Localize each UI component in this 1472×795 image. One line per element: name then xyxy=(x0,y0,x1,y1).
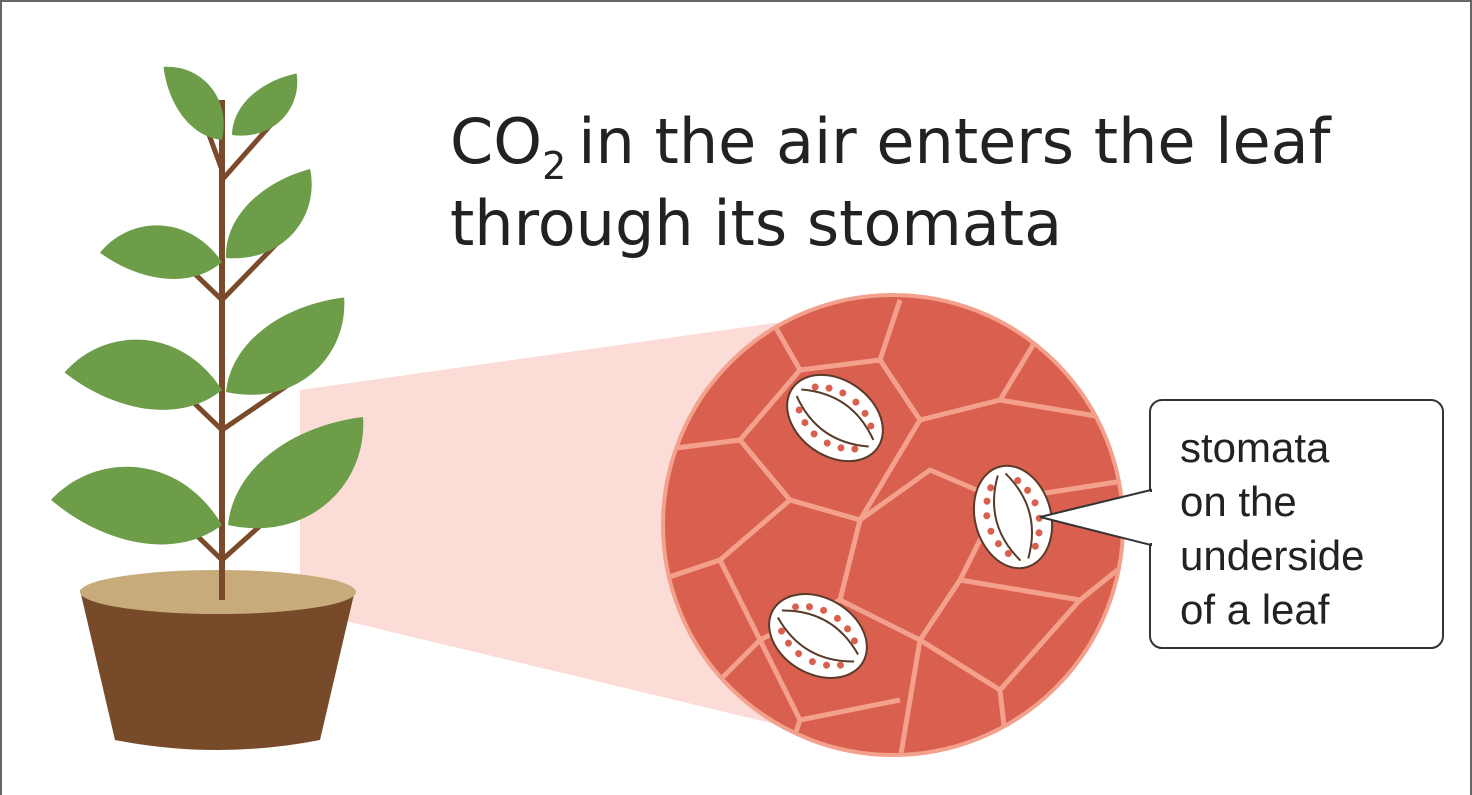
title-line: through its stomata xyxy=(450,187,1062,260)
callout-line: stomata xyxy=(1180,424,1330,471)
title-subscript: 2 xyxy=(542,144,566,188)
page: stomata on the underside of a leaf CO2 in… xyxy=(0,0,1472,795)
title-line: CO2 in the air enters the leaf xyxy=(450,105,1333,188)
title-text: in the air enters the leaf xyxy=(578,105,1332,178)
callout-line: on the xyxy=(1180,478,1297,525)
diagram: stomata on the underside of a leaf CO2 in… xyxy=(0,0,1472,795)
callout-line: of a leaf xyxy=(1180,586,1330,633)
callout-line: underside xyxy=(1180,532,1364,579)
title-formula: CO xyxy=(450,105,542,178)
